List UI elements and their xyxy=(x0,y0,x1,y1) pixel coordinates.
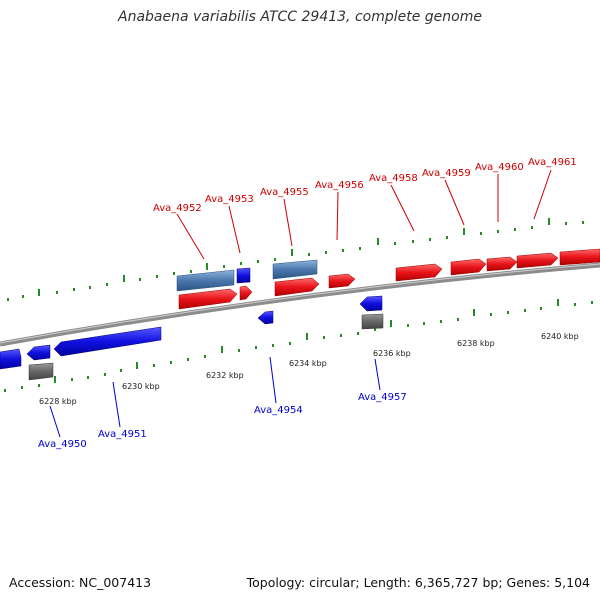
gene-ava-4950-b[interactable] xyxy=(26,344,51,361)
genome-summary: Topology: circular; Length: 6,365,727 bp… xyxy=(246,575,590,590)
gene-ava-4953[interactable] xyxy=(239,285,253,301)
gene-ava-4960[interactable] xyxy=(486,256,518,272)
lower-tick-track xyxy=(4,299,593,392)
upper-tick-track xyxy=(7,218,584,301)
gene-ava-4958[interactable] xyxy=(395,263,443,282)
gene-ava-4951[interactable] xyxy=(53,326,162,357)
gene-label[interactable]: Ava_4952 xyxy=(153,203,202,214)
gene-ava-4961-b[interactable] xyxy=(559,248,600,266)
map-title: Anabaena variabilis ATCC 29413, complete… xyxy=(118,9,482,25)
reverse-gene-track xyxy=(0,267,383,370)
gene-ava-4954[interactable] xyxy=(257,310,274,325)
accession-label: Accession: NC_007413 xyxy=(9,575,152,590)
pseudo-gene[interactable] xyxy=(361,313,384,330)
gene-forward-small-blue[interactable] xyxy=(236,267,251,284)
genome-backbone-highlight xyxy=(0,263,600,344)
gene-ava-4955[interactable] xyxy=(274,277,320,297)
forward-gene-track xyxy=(178,248,600,310)
tick-label: 6240 kbp xyxy=(541,332,579,341)
pseudo-gene[interactable] xyxy=(28,362,54,381)
pseudo-gene-track xyxy=(28,313,384,381)
gene-ava-4952[interactable] xyxy=(178,288,238,310)
feature-block[interactable] xyxy=(272,259,318,280)
gene-label[interactable]: Ava_4955 xyxy=(260,187,309,198)
reverse-leader-lines xyxy=(49,356,381,438)
gene-label[interactable]: Ava_4953 xyxy=(205,194,254,205)
gene-ava-4959[interactable] xyxy=(450,258,487,276)
gene-ava-4950[interactable] xyxy=(0,348,22,370)
tick-label: 6228 kbp xyxy=(39,397,77,406)
gene-ava-4961-a[interactable] xyxy=(516,252,559,269)
gene-label[interactable]: Ava_4958 xyxy=(369,173,418,184)
gene-label[interactable]: Ava_4959 xyxy=(422,168,471,179)
gene-label[interactable]: Ava_4960 xyxy=(475,162,524,173)
gene-label[interactable]: Ava_4954 xyxy=(254,405,303,416)
gene-label[interactable]: Ava_4956 xyxy=(315,180,364,191)
genome-backbone xyxy=(0,262,600,347)
feature-block[interactable] xyxy=(176,269,235,292)
tick-label: 6236 kbp xyxy=(373,349,411,358)
forward-feature-track xyxy=(176,259,318,292)
tick-label: 6230 kbp xyxy=(122,382,160,391)
tick-label: 6238 kbp xyxy=(457,339,495,348)
gene-label[interactable]: Ava_4957 xyxy=(358,392,407,403)
gene-ava-4956[interactable] xyxy=(328,273,356,289)
tick-label: 6232 kbp xyxy=(206,371,244,380)
gene-label[interactable]: Ava_4951 xyxy=(98,429,147,440)
gene-label[interactable]: Ava_4961 xyxy=(528,157,577,168)
gene-label[interactable]: Ava_4950 xyxy=(38,439,87,450)
forward-leader-lines xyxy=(176,169,552,260)
tick-label: 6234 kbp xyxy=(289,359,327,368)
gene-ava-4957[interactable] xyxy=(359,295,383,312)
